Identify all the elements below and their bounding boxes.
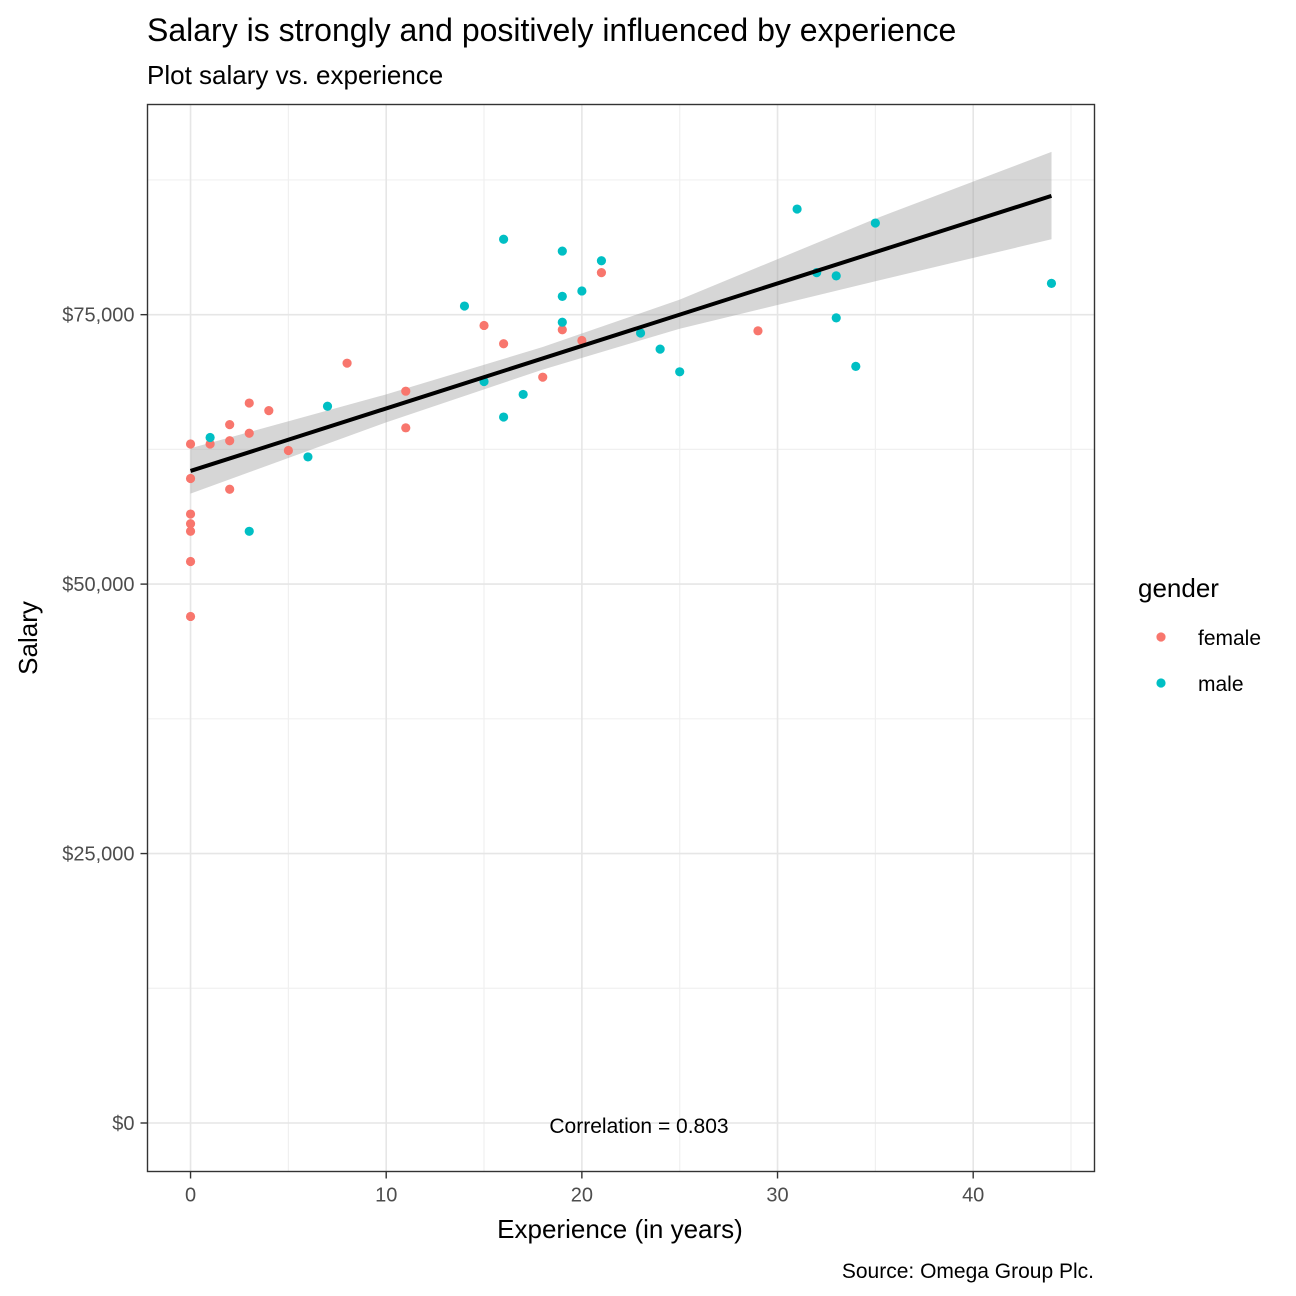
- legend-label-female: female: [1198, 627, 1261, 650]
- y-tick-label: $25,000: [62, 844, 134, 866]
- x-axis: 0 10 20 30 40: [185, 1171, 984, 1207]
- data-point-female: [225, 420, 235, 430]
- data-point-male: [557, 291, 567, 301]
- data-point-female: [557, 325, 567, 335]
- data-point-female: [479, 320, 489, 331]
- data-point-male: [244, 526, 254, 536]
- panel-border: [146, 103, 1096, 1173]
- x-tick-label: 20: [571, 1185, 593, 1207]
- panel-background: [147, 104, 1095, 1172]
- data-point-male: [557, 246, 567, 256]
- legend: gender female male: [1138, 573, 1261, 696]
- data-point-male: [831, 313, 841, 323]
- data-point-female: [185, 556, 196, 567]
- plot-panel: Correlation = 0.803: [146, 103, 1096, 1173]
- data-point-female: [283, 445, 293, 456]
- x-tick-label: 0: [185, 1185, 196, 1207]
- x-axis-title: Experience (in years): [497, 1214, 743, 1244]
- data-point-female: [225, 484, 235, 494]
- data-point-female: [244, 398, 254, 408]
- data-point-female: [538, 372, 548, 382]
- x-tick-label: 10: [375, 1185, 397, 1207]
- data-point-female: [185, 611, 196, 622]
- data-point-female: [225, 436, 235, 446]
- data-point-male: [635, 328, 646, 338]
- data-point-male: [577, 286, 587, 296]
- data-point-male: [851, 361, 861, 371]
- data-point-male: [596, 256, 607, 266]
- y-axis-title: Salary: [13, 601, 43, 675]
- legend-key-male: [1156, 678, 1166, 688]
- data-point-female: [596, 268, 607, 278]
- data-point-female: [753, 326, 763, 336]
- y-tick-label: $75,000: [62, 305, 134, 327]
- data-point-male: [499, 412, 509, 422]
- data-point-male: [655, 344, 665, 354]
- data-point-female: [205, 439, 215, 449]
- regression-line: [189, 193, 1053, 473]
- y-tick-label: $50,000: [62, 574, 134, 596]
- data-point-female: [577, 335, 587, 346]
- fit-line-layer: [189, 193, 1053, 473]
- x-tick-label: 30: [766, 1185, 788, 1207]
- data-point-female: [185, 509, 196, 519]
- chart-caption: Source: Omega Group Plc.: [842, 1260, 1094, 1283]
- y-axis: $0 $25,000 $50,000 $75,000: [62, 305, 148, 1135]
- data-point-male: [1046, 278, 1057, 289]
- data-point-female: [499, 339, 509, 349]
- data-point-female: [401, 386, 411, 396]
- data-point-female: [185, 439, 196, 449]
- data-point-female: [185, 473, 196, 484]
- data-point-male: [303, 452, 313, 462]
- data-point-male: [675, 367, 685, 377]
- data-point-female: [244, 428, 254, 438]
- confidence-band: [190, 151, 1052, 494]
- legend-title: gender: [1138, 573, 1219, 603]
- legend-key-female: [1156, 632, 1166, 642]
- chart-subtitle: Plot salary vs. experience: [147, 60, 443, 90]
- legend-label-male: male: [1198, 673, 1244, 696]
- data-point-male: [870, 218, 880, 228]
- data-point-male: [792, 204, 802, 214]
- minor-gridlines: [147, 104, 1095, 1172]
- data-point-female: [401, 423, 411, 433]
- confidence-band-layer: [190, 151, 1052, 494]
- data-point-male: [499, 234, 509, 244]
- data-point-male: [518, 389, 528, 400]
- data-point-male: [322, 401, 333, 411]
- data-point-female: [342, 358, 352, 368]
- data-point-female: [264, 405, 274, 416]
- points-layer: [185, 204, 1057, 622]
- data-point-male: [205, 432, 215, 443]
- data-point-male: [557, 317, 567, 327]
- y-tick-label: $0: [112, 1113, 134, 1135]
- chart-title: Salary is strongly and positively influe…: [147, 12, 956, 48]
- data-point-male: [831, 271, 841, 281]
- data-point-male: [459, 301, 470, 311]
- correlation-annotation: Correlation = 0.803: [549, 1115, 728, 1138]
- data-point-female: [185, 526, 196, 536]
- x-tick-label: 40: [962, 1185, 984, 1207]
- major-gridlines: [147, 104, 1095, 1172]
- data-point-female: [185, 519, 196, 529]
